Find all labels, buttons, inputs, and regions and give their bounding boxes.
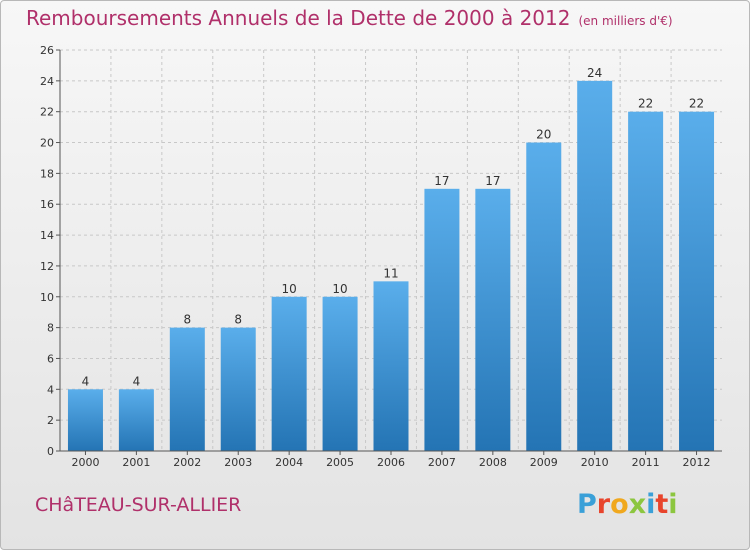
bars: 4 4 8 8 10 10 11 17 17 20 24 22 22 [67,66,715,452]
x-tick-label: 2012 [683,456,711,469]
x-tick-label: 2005 [326,456,354,469]
x-tick-label: 2010 [581,456,609,469]
y-tick-label: 12 [40,260,54,273]
bar-2005 [322,296,358,451]
data-label: 8 [183,313,191,327]
bar-2012 [679,111,715,451]
data-label: 17 [485,174,500,188]
data-label: 4 [82,374,90,388]
y-tick-label: 24 [40,75,54,88]
x-tick-label: 2007 [428,456,456,469]
bar-2001 [118,389,154,451]
bar-2003 [220,327,256,451]
y-tick-label: 10 [40,291,54,304]
bar-2008 [475,188,511,452]
x-tick-label: 2009 [530,456,558,469]
logo-letter: P [577,489,597,520]
x-tick-label: 2002 [173,456,201,469]
y-tick-label: 0 [47,445,54,458]
bar-2010 [577,80,613,451]
bar-2004 [271,296,307,451]
x-tick-label: 2001 [122,456,150,469]
logo-letter: i [668,489,678,520]
y-tick-label: 14 [40,229,54,242]
x-tick-label: 2008 [479,456,507,469]
bar-2007 [424,188,460,452]
chart-subtitle: (en milliers d'€) [578,14,673,28]
y-tick-label: 22 [40,106,54,119]
data-label: 22 [638,97,653,111]
data-label: 24 [587,66,602,80]
logo-letter: x [628,489,647,520]
bar-2009 [526,142,562,452]
y-tick-label: 6 [47,352,54,365]
logo-letter: r [596,489,611,520]
logo-letter: o [610,489,629,520]
x-tick-label: 2006 [377,456,405,469]
y-tick-label: 20 [40,137,54,150]
data-label: 4 [133,374,141,388]
chart-title-text: Remboursements Annuels de la Dette de 20… [26,6,571,30]
bar-2006 [373,281,409,451]
city-name: CHâTEAU-SUR-ALLIER [35,494,242,516]
bar-2011 [628,111,664,451]
x-tick-label: 2003 [224,456,252,469]
bar-2002 [169,327,205,451]
y-tick-label: 18 [40,167,54,180]
y-tick-label: 26 [40,44,54,57]
x-tick-label: 2004 [275,456,303,469]
data-label: 11 [383,266,398,280]
x-tick-label: 2000 [71,456,99,469]
data-label: 22 [689,97,704,111]
x-tick-label: 2011 [632,456,660,469]
data-label: 8 [234,313,242,327]
y-tick-label: 4 [47,383,54,396]
data-label: 10 [282,282,297,296]
data-label: 20 [536,128,551,142]
chart-title: Remboursements Annuels de la Dette de 20… [26,6,673,30]
logo-letter: i [646,489,656,520]
bar-2000 [67,389,103,451]
logo-letter: t [655,489,669,520]
proxiti-logo: Proxiti [577,489,678,520]
y-tick-label: 8 [47,322,54,335]
y-tick-label: 16 [40,198,54,211]
y-tick-label: 2 [47,414,54,427]
data-label: 10 [332,282,347,296]
data-label: 17 [434,174,449,188]
